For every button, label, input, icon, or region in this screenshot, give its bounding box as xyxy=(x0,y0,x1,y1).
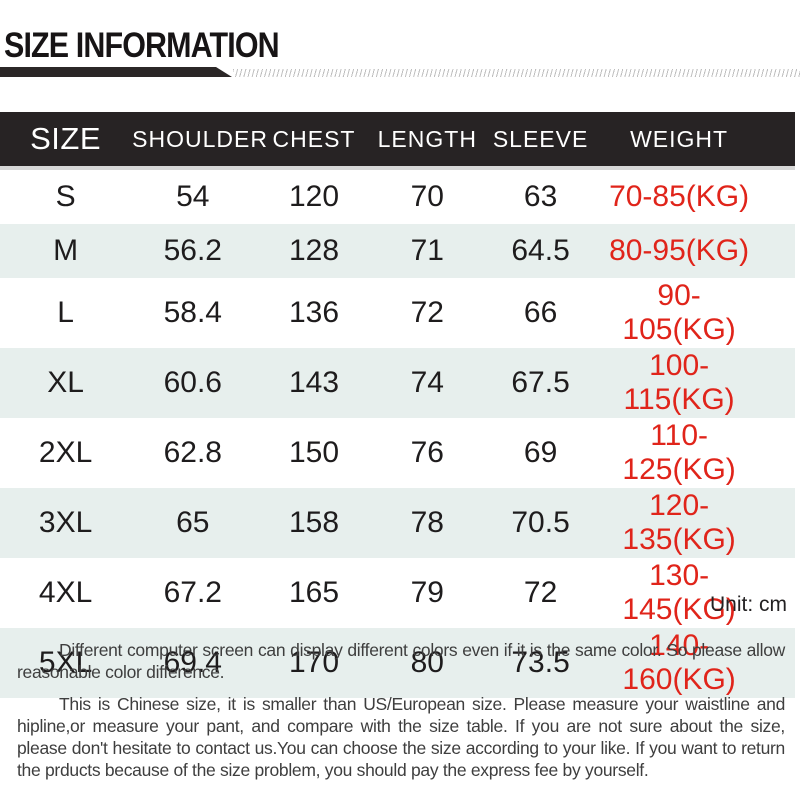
cell-sleeve: 73.5 xyxy=(511,646,570,679)
column-header-length: LENGTH xyxy=(373,112,481,170)
title-underline-solid-bar xyxy=(0,67,232,77)
size-table-header-row: SIZE SHOULDER CHEST LENGTH SLEEVE WEIGHT xyxy=(0,112,795,170)
table-row-xl: XL 60.6 143 74 67.5 100-115(KG) xyxy=(0,348,795,418)
cell-chest: 120 xyxy=(288,180,340,213)
size-table: SIZE SHOULDER CHEST LENGTH SLEEVE WEIGHT… xyxy=(0,112,795,698)
cell-sleeve: 63 xyxy=(523,180,558,213)
cell-weight: 90-105(KG) xyxy=(622,279,736,346)
cell-size: 3XL xyxy=(38,506,93,539)
column-header-size: SIZE xyxy=(0,112,132,170)
cell-chest: 158 xyxy=(288,506,340,539)
column-header-weight: WEIGHT xyxy=(600,112,795,170)
cell-shoulder: 58.4 xyxy=(163,296,222,329)
cell-weight: 100-115(KG) xyxy=(623,349,735,416)
size-measurement-note: This is Chinese size, it is smaller than… xyxy=(17,694,785,780)
cell-sleeve: 72 xyxy=(523,576,558,609)
table-row-4xl: 4XL 67.2 165 79 72 130-145(KG) xyxy=(0,558,795,628)
cell-sleeve: 69 xyxy=(523,436,558,469)
cell-shoulder: 65 xyxy=(176,506,210,539)
cell-size: M xyxy=(53,234,79,267)
cell-length: 74 xyxy=(410,366,444,399)
cell-chest: 128 xyxy=(288,234,340,267)
cell-weight: 70-85(KG) xyxy=(609,180,750,213)
cell-weight: 80-95(KG) xyxy=(609,234,750,267)
cell-weight: 120-135(KG) xyxy=(622,489,736,556)
cell-size: 4XL xyxy=(38,576,93,609)
cell-chest: 150 xyxy=(288,436,340,469)
page-title: SIZE INFORMATION xyxy=(4,26,280,65)
table-row-s: S 54 120 70 63 70-85(KG) xyxy=(0,168,795,224)
cell-length: 70 xyxy=(410,180,444,213)
cell-shoulder: 69.4 xyxy=(163,646,222,679)
column-header-chest: CHEST xyxy=(254,112,374,170)
color-difference-note: Different computer screen can display di… xyxy=(17,640,785,682)
disclaimer-notes: Different computer screen can display di… xyxy=(17,639,785,791)
cell-size: 5XL xyxy=(38,646,93,679)
table-row-m: M 56.2 128 71 64.5 80-95(KG) xyxy=(0,224,795,278)
cell-chest: 170 xyxy=(288,646,340,679)
cell-shoulder: 62.8 xyxy=(163,436,222,469)
cell-chest: 143 xyxy=(288,366,340,399)
cell-shoulder: 54 xyxy=(176,180,210,213)
cell-chest: 136 xyxy=(288,296,340,329)
table-row-5xl: 5XL 69.4 170 80 73.5 140-160(KG) xyxy=(0,628,795,698)
cell-sleeve: 64.5 xyxy=(511,234,570,267)
cell-weight: 140-160(KG) xyxy=(622,629,736,696)
cell-sleeve: 67.5 xyxy=(511,366,570,399)
cell-length: 80 xyxy=(410,646,444,679)
cell-shoulder: 56.2 xyxy=(163,234,222,267)
title-underline-hatch-stripe xyxy=(233,69,800,77)
cell-size: XL xyxy=(47,366,84,399)
cell-size: L xyxy=(57,296,74,329)
cell-length: 72 xyxy=(410,296,444,329)
cell-size: S xyxy=(55,180,76,213)
table-row-2xl: 2XL 62.8 150 76 69 110-125(KG) xyxy=(0,418,795,488)
unit-note: Unit: cm xyxy=(709,593,787,616)
cell-shoulder: 67.2 xyxy=(163,576,222,609)
cell-shoulder: 60.6 xyxy=(163,366,222,399)
title-underline xyxy=(0,67,800,79)
column-header-shoulder: SHOULDER xyxy=(131,112,267,170)
cell-length: 78 xyxy=(410,506,444,539)
cell-sleeve: 66 xyxy=(523,296,558,329)
cell-weight: 110-125(KG) xyxy=(622,419,736,486)
cell-sleeve: 70.5 xyxy=(511,506,570,539)
cell-length: 79 xyxy=(410,576,444,609)
cell-size: 2XL xyxy=(38,436,93,469)
table-row-l: L 58.4 136 72 66 90-105(KG) xyxy=(0,278,795,348)
table-row-3xl: 3XL 65 158 78 70.5 120-135(KG) xyxy=(0,488,795,558)
cell-length: 76 xyxy=(410,436,444,469)
cell-chest: 165 xyxy=(288,576,340,609)
column-header-sleeve: SLEEVE xyxy=(480,112,601,170)
cell-weight: 130-145(KG) xyxy=(622,559,736,626)
cell-length: 71 xyxy=(410,234,444,267)
